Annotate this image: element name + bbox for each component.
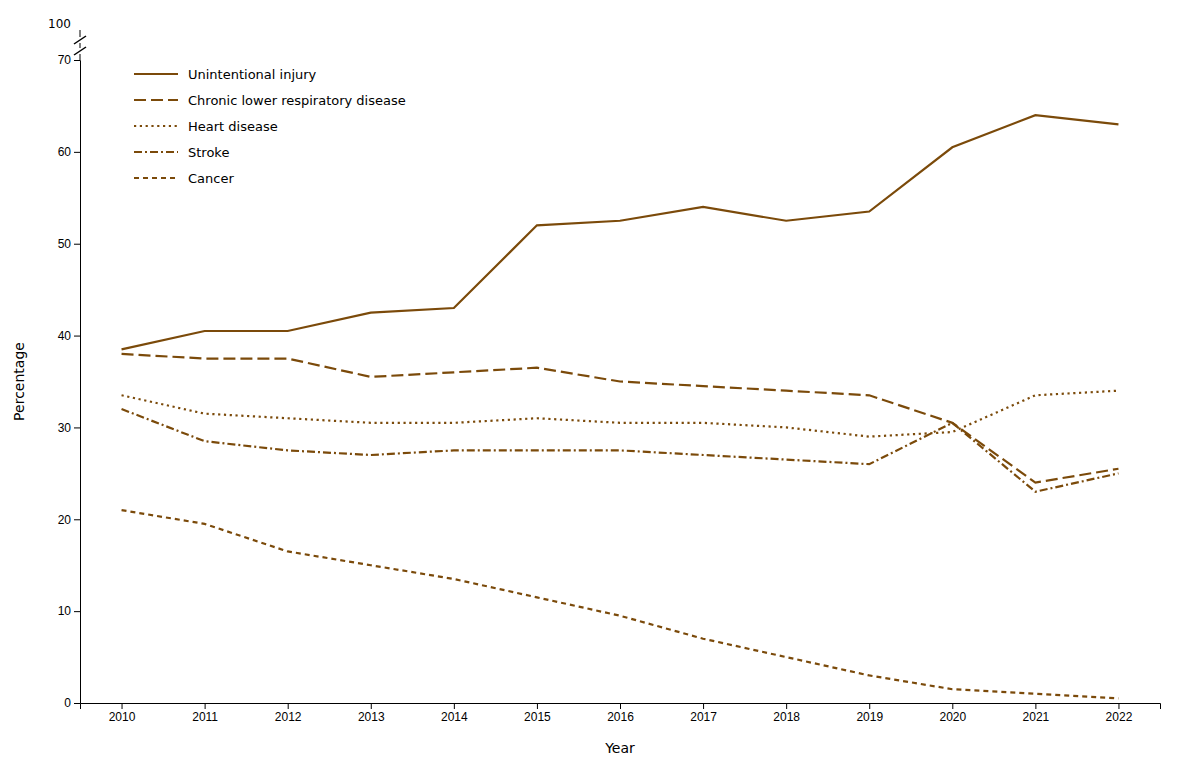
- x-tick-label: 2016: [607, 710, 634, 724]
- y-tick-mark: [74, 519, 80, 520]
- x-tick: 2014: [441, 703, 468, 724]
- x-tick-label: 2020: [939, 710, 966, 724]
- legend-swatch: [134, 177, 178, 179]
- legend-item: Unintentional injury: [134, 67, 317, 82]
- y-tick-label: 20: [58, 513, 72, 527]
- y-tick: 30: [58, 421, 80, 435]
- x-tick-label: 2021: [1023, 710, 1050, 724]
- x-tick: 2013: [358, 703, 385, 724]
- plot-area: 2010201120122013201420152016201720182019…: [48, 17, 1160, 724]
- chart: 2010201120122013201420152016201720182019…: [0, 0, 1200, 773]
- y-axis: 0 10 20 30 40 50 60 70: [58, 53, 81, 710]
- x-tick-mark: [620, 703, 621, 709]
- axis-break-label: 100: [48, 17, 71, 31]
- y-tick-label: 70: [58, 53, 72, 67]
- x-tick: 2016: [607, 703, 634, 724]
- y-axis-line: [74, 61, 81, 704]
- y-tick-mark: [74, 336, 80, 337]
- x-tick-mark: [122, 703, 123, 709]
- y-tick-mark: [74, 60, 80, 61]
- x-tick-label: 2012: [275, 710, 302, 724]
- axis-break: [74, 30, 86, 60]
- legend-item: Chronic lower respiratory disease: [134, 93, 406, 108]
- break-mark: [74, 47, 86, 55]
- x-tick-mark: [869, 703, 870, 709]
- series-line: [122, 354, 1119, 483]
- legend-item: Cancer: [134, 171, 234, 186]
- x-tick: 2011: [192, 703, 218, 724]
- x-tick-label: 2022: [1106, 710, 1133, 724]
- legend-swatch: [134, 73, 178, 75]
- x-tick-label: 2011: [192, 710, 218, 724]
- y-tick-mark: [74, 152, 80, 153]
- y-tick-mark: [74, 427, 80, 428]
- x-tick: 2019: [856, 703, 883, 724]
- x-axis-line: [81, 704, 1161, 710]
- x-tick: 2021: [1023, 703, 1050, 724]
- y-tick-label: 60: [58, 145, 72, 159]
- y-tick: 50: [58, 237, 80, 251]
- x-tick-label: 2015: [524, 710, 551, 724]
- y-tick-label: 0: [64, 696, 71, 710]
- legend-label: Cancer: [188, 171, 234, 186]
- y-tick-mark: [74, 611, 80, 612]
- y-tick: 0: [64, 696, 80, 710]
- series-line: [122, 409, 1119, 492]
- y-tick: 70: [58, 53, 80, 67]
- x-tick-label: 2018: [773, 710, 800, 724]
- legend-label: Chronic lower respiratory disease: [188, 93, 406, 108]
- legend-label: Stroke: [188, 145, 229, 160]
- x-tick-mark: [1118, 703, 1119, 709]
- x-tick-label: 2014: [441, 710, 468, 724]
- x-tick: 2010: [109, 703, 136, 724]
- legend-item: Heart disease: [134, 119, 278, 134]
- y-tick: 60: [58, 145, 80, 159]
- series-line: [122, 115, 1119, 349]
- series-line: [122, 510, 1119, 698]
- y-tick: 40: [58, 329, 80, 343]
- legend-swatch: [134, 125, 178, 127]
- legend-label: Unintentional injury: [188, 67, 317, 82]
- x-tick-mark: [205, 703, 206, 709]
- y-tick-mark: [74, 244, 80, 245]
- x-tick-mark: [537, 703, 538, 709]
- legend-label: Heart disease: [188, 119, 278, 134]
- x-tick-mark: [454, 703, 455, 709]
- x-tick-mark: [371, 703, 372, 709]
- break-mark: [74, 36, 86, 44]
- x-axis: 2010 2011 2012 2013 2014 2015 2016 2017 2018 2019…: [81, 703, 1161, 724]
- legend-swatch: [134, 151, 178, 153]
- x-tick: 2018: [773, 703, 800, 724]
- x-tick-mark: [952, 703, 953, 709]
- axis-extension: [80, 30, 81, 60]
- y-tick: 10: [58, 604, 80, 618]
- x-tick-label: 2013: [358, 710, 385, 724]
- x-tick-mark: [786, 703, 787, 709]
- legend-item: Stroke: [134, 145, 229, 160]
- y-tick: 20: [58, 513, 80, 527]
- x-tick-label: 2019: [856, 710, 883, 724]
- x-tick: 2012: [275, 703, 302, 724]
- x-tick: 2015: [524, 703, 551, 724]
- lines: [122, 115, 1119, 698]
- x-tick-mark: [703, 703, 704, 709]
- x-tick-mark: [1035, 703, 1036, 709]
- y-tick-label: 10: [58, 604, 72, 618]
- x-tick: 2022: [1106, 703, 1133, 724]
- legend-swatch: [134, 99, 178, 101]
- y-tick-mark: [74, 703, 80, 704]
- y-axis-title: Percentage: [11, 342, 27, 421]
- x-tick-label: 2017: [690, 710, 717, 724]
- y-tick-label: 50: [58, 237, 72, 251]
- series-line: [122, 391, 1119, 437]
- x-tick: 2017: [690, 703, 717, 724]
- y-tick-label: 40: [58, 329, 72, 343]
- y-tick-label: 30: [58, 421, 72, 435]
- x-tick-mark: [288, 703, 289, 709]
- legend: Unintentional injury Chronic lower respir…: [134, 67, 406, 186]
- x-tick: 2020: [939, 703, 966, 724]
- x-axis-title: Year: [604, 740, 635, 756]
- x-tick-label: 2010: [109, 710, 136, 724]
